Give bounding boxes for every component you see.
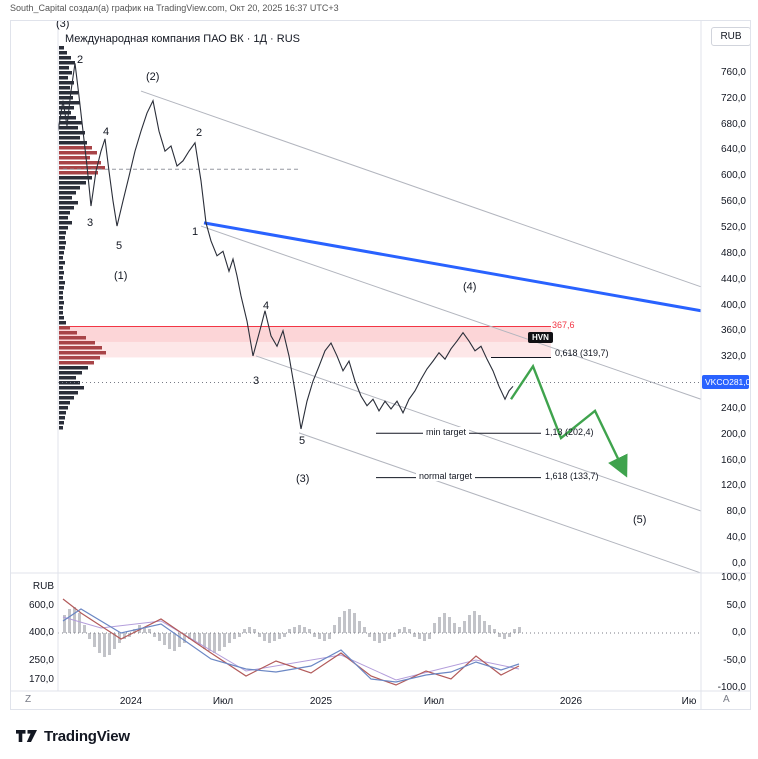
brand-name: TradingView: [44, 727, 130, 745]
chart-title: Международная компания ПАО ВК · 1Д · RUS: [65, 33, 300, 45]
oscillator-left-label: 170,0: [28, 674, 54, 685]
price-axis-label[interactable]: 360,0: [720, 325, 746, 337]
wave-label[interactable]: 5: [299, 435, 306, 447]
oscillator-pane: [58, 598, 701, 686]
wave-label[interactable]: (5): [633, 514, 647, 526]
hvn-zone: [59, 325, 551, 358]
price-axis-label[interactable]: 400,0: [720, 299, 746, 311]
time-axis-label[interactable]: 2024: [119, 696, 143, 707]
price-series: [57, 63, 514, 430]
price-axis-label[interactable]: 320,0: [720, 351, 746, 363]
price-axis-label[interactable]: 600,0: [720, 170, 746, 182]
currency-axis-box[interactable]: RUB: [711, 27, 750, 46]
projection-arrow[interactable]: [510, 363, 628, 478]
time-axis-label[interactable]: Июл: [212, 696, 234, 707]
min-target-value: 1,13 (202,4): [545, 427, 594, 437]
price-axis-label[interactable]: 520,0: [720, 222, 746, 234]
wave-label[interactable]: 4: [103, 126, 110, 138]
oscillator-axis-label[interactable]: 0,0: [732, 627, 746, 638]
tradingview-footer[interactable]: TradingView: [16, 727, 130, 745]
auto-scale-button[interactable]: A: [723, 694, 730, 705]
oscillator-axis-label[interactable]: -50,0: [723, 654, 746, 666]
time-axis-label[interactable]: 2026: [559, 696, 583, 707]
wave-label[interactable]: 2: [77, 54, 84, 66]
time-axis-label[interactable]: Ию: [681, 696, 697, 707]
price-axis-label[interactable]: 0,0: [732, 558, 746, 569]
oscillator-left-label: 400,0: [28, 627, 54, 638]
price-axis-label[interactable]: 720,0: [720, 92, 746, 104]
price-axis-label[interactable]: 640,0: [720, 144, 746, 156]
symbol-label: VKCO: [705, 377, 730, 387]
price-axis-label[interactable]: 240,0: [720, 402, 746, 414]
price-axis-label[interactable]: 40,0: [726, 532, 746, 544]
oscillator-axis-label[interactable]: 50,0: [726, 599, 746, 611]
price-axis-label[interactable]: 760,0: [720, 66, 746, 78]
last-price-value: 281,0: [729, 377, 751, 387]
oscillator-axis-label[interactable]: 100,0: [720, 572, 746, 583]
time-axis-label[interactable]: 2025: [309, 696, 333, 707]
price-axis-label[interactable]: 200,0: [720, 428, 746, 440]
oscillator-left-label: 600,0: [28, 600, 54, 611]
price-axis-label[interactable]: 560,0: [720, 196, 746, 208]
chart-canvas[interactable]: [11, 21, 750, 709]
wave-label[interactable]: (2): [146, 71, 160, 83]
price-axis-label[interactable]: 440,0: [720, 273, 746, 285]
min-target-label: min target: [423, 427, 470, 437]
snapshot-caption: South_Capital создал(а) график на Tradin…: [10, 3, 339, 13]
wave-label[interactable]: 2: [196, 127, 203, 139]
oscillator-left-label: RUB: [32, 581, 54, 592]
price-axis-label[interactable]: 160,0: [720, 454, 746, 466]
price-axis-label[interactable]: 120,0: [720, 480, 746, 492]
wave-label[interactable]: (4): [463, 281, 477, 293]
price-axis-label[interactable]: 480,0: [720, 247, 746, 259]
time-axis-label[interactable]: Июл: [423, 696, 445, 707]
wave-label[interactable]: 4: [263, 300, 270, 312]
wave-label[interactable]: 1: [192, 226, 199, 238]
hvn-badge: HVN: [528, 332, 553, 343]
wave-label[interactable]: (3): [56, 20, 70, 30]
last-price-badge: VKCO 281,0: [702, 375, 751, 389]
pane-borders: [11, 21, 750, 709]
normal-target-value: 1,618 (133,7): [545, 471, 599, 481]
wave-label[interactable]: 3: [87, 217, 94, 229]
wave-label[interactable]: 5: [116, 240, 123, 252]
fib-0618-label: 0,618 (319,7): [555, 348, 609, 358]
oscillator-axis-label[interactable]: -100,0: [717, 682, 746, 693]
wave-label[interactable]: 3: [253, 375, 260, 387]
wave-label[interactable]: (1): [114, 270, 128, 282]
chart-frame: Международная компания ПАО ВК · 1Д · RUS…: [10, 20, 751, 710]
price-axis-label[interactable]: 680,0: [720, 118, 746, 130]
volume-profile: [59, 46, 106, 430]
oscillator-left-label: 250,0: [28, 655, 54, 666]
price-axis-label[interactable]: 80,0: [726, 506, 746, 518]
wave-label[interactable]: (3): [296, 473, 310, 485]
tradingview-logo-icon: [16, 730, 37, 742]
timezone-button[interactable]: Z: [25, 694, 32, 705]
normal-target-label: normal target: [416, 471, 476, 481]
zone-price-label: 367,6: [552, 320, 575, 330]
